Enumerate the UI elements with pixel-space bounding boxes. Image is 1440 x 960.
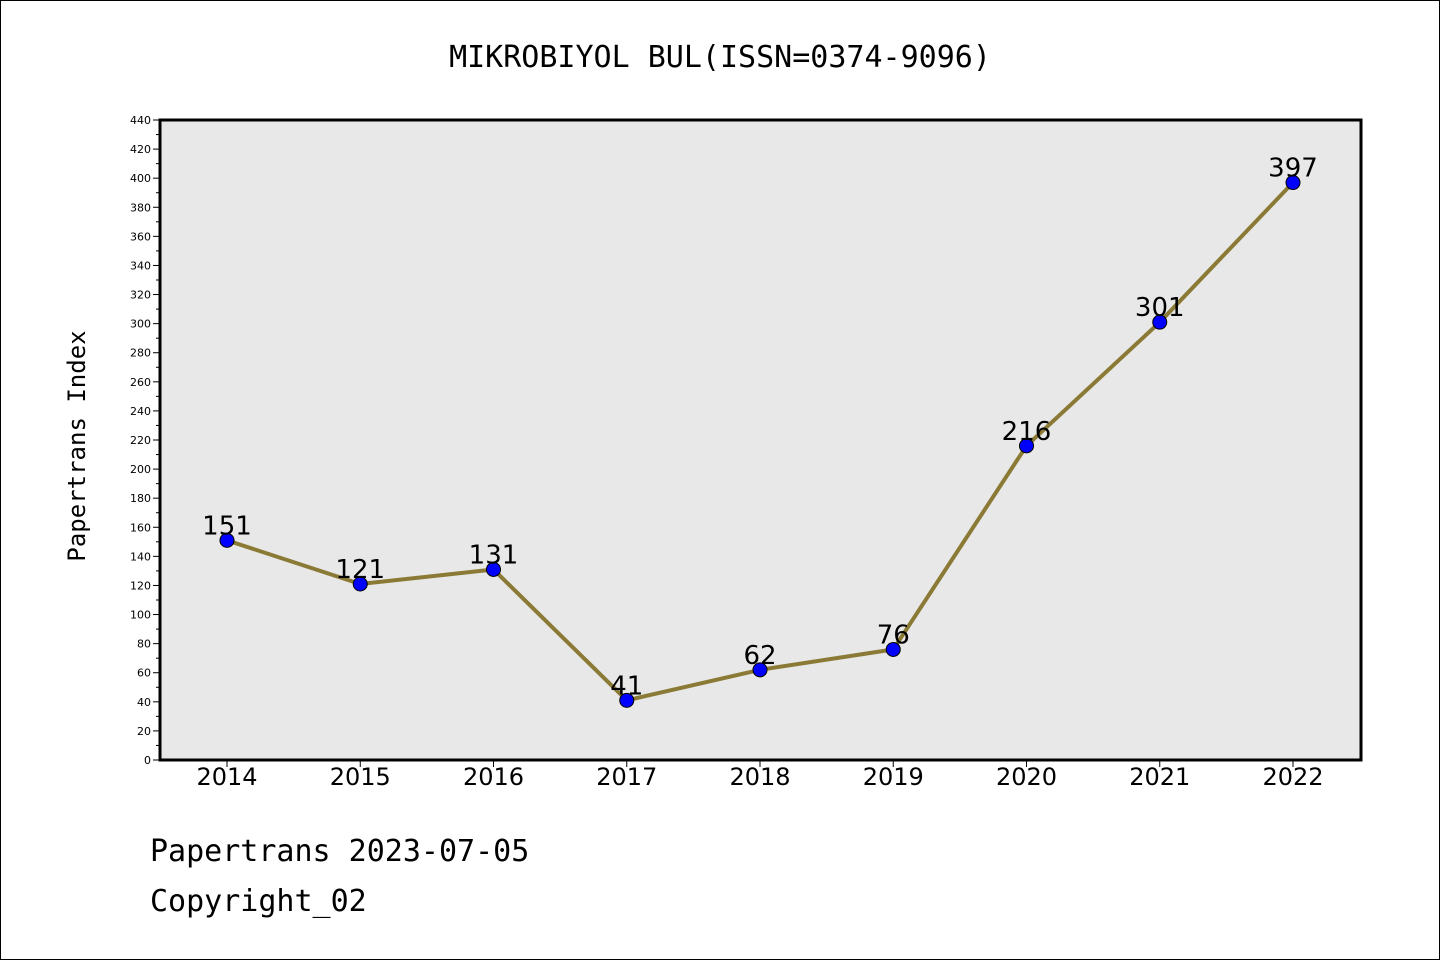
data-point (752, 662, 768, 678)
plot-border (158, 118, 1363, 762)
data-label: 76 (877, 620, 910, 650)
x-tick-label: 2015 (330, 763, 391, 791)
footer-date-text: Papertrans 2023-07-05 (150, 834, 530, 869)
y-tick-label: 260 (130, 376, 151, 389)
y-tick-label: 440 (130, 114, 151, 127)
y-tick-label: 200 (130, 463, 151, 476)
plot-area (160, 120, 1361, 760)
x-tick-label: 2019 (863, 763, 924, 791)
footer-copyright-text: Copyright_02 (150, 884, 367, 919)
data-labels: 151 121 131 41 62 76 216 301 397 (202, 154, 1318, 702)
data-label: 41 (610, 671, 643, 701)
x-tick-label: 2021 (1129, 763, 1190, 791)
data-point (486, 561, 501, 577)
data-point (619, 692, 635, 708)
y-tick-label: 280 (130, 347, 151, 360)
y-tick-label: 340 (130, 259, 151, 272)
y-tick-label: 40 (137, 696, 151, 709)
y-tick-label: 380 (130, 201, 151, 214)
data-label: 151 (202, 511, 252, 541)
y-tick-label: 120 (130, 579, 151, 592)
y-tick-label: 180 (130, 492, 151, 505)
data-label: 216 (1002, 417, 1052, 447)
data-label: 301 (1135, 293, 1185, 323)
data-point (1285, 175, 1301, 191)
x-tick-label: 2022 (1262, 763, 1323, 791)
data-point (885, 641, 901, 657)
y-tick-label: 300 (130, 318, 151, 331)
y-tick-label: 360 (130, 230, 151, 243)
y-tick-label: 320 (130, 289, 151, 302)
data-point (219, 532, 235, 548)
data-label: 121 (335, 555, 385, 585)
x-tick-label: 2017 (596, 763, 657, 791)
y-tick-label: 220 (130, 434, 151, 447)
data-point (352, 576, 368, 592)
chart-title: MIKROBIYOL BUL(ISSN=0374-9096) (449, 40, 991, 75)
data-label: 62 (743, 641, 776, 671)
y-axis: 0 20 40 60 80 100 120 140 160 180 200 220 240 260 280 3… (130, 114, 160, 767)
y-tick-label: 420 (130, 143, 151, 156)
data-label: 397 (1268, 154, 1318, 184)
y-tick-label: 100 (130, 609, 151, 622)
data-point (1152, 314, 1168, 330)
series-line-group (219, 175, 1301, 708)
y-axis-label: Papertrans Index (63, 330, 91, 561)
y-tick-label: 20 (137, 725, 151, 738)
x-tick-label: 2020 (996, 763, 1057, 791)
y-tick-label: 240 (130, 405, 151, 418)
x-tick-label: 2016 (463, 763, 524, 791)
y-tick-label: 160 (130, 521, 151, 534)
y-tick-label: 80 (137, 638, 151, 651)
y-tick-label: 60 (137, 667, 151, 680)
y-tick-label: 400 (130, 172, 151, 185)
x-tick-label: 2018 (729, 763, 790, 791)
data-label: 131 (469, 540, 519, 570)
data-point (1019, 438, 1034, 454)
y-tick-label: 140 (130, 550, 151, 563)
x-axis: 2014 2015 2016 2017 2018 2019 2020 2021 2022 (196, 760, 1324, 791)
y-tick-label: 0 (144, 754, 151, 767)
x-tick-label: 2014 (196, 763, 257, 791)
